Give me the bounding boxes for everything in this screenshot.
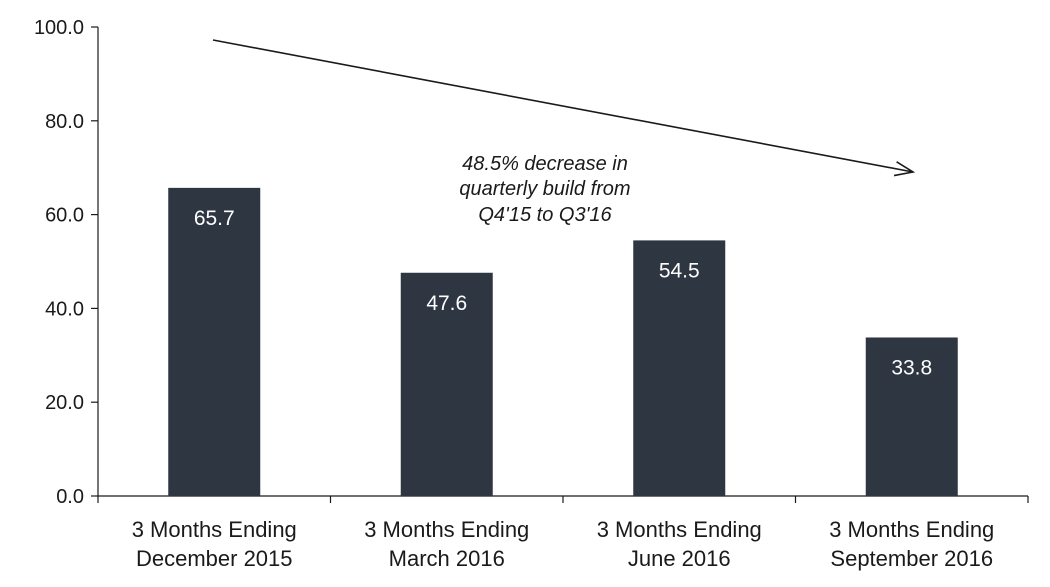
x-category-label: 3 Months Ending March 2016 xyxy=(364,517,529,571)
x-category-label: 3 Months Ending June 2016 xyxy=(597,517,762,571)
trend-annotation: 48.5% decrease in quarterly build from Q… xyxy=(212,39,913,226)
bar-value-label: 65.7 xyxy=(194,207,235,230)
y-axis: 0.0 20.0 40.0 60.0 80.0 100.0 xyxy=(34,17,99,508)
bars: 65.7 47.6 54.5 33.8 xyxy=(168,187,958,496)
y-tick-label: 0.0 xyxy=(56,486,84,508)
bar xyxy=(865,337,958,496)
y-tick-label: 60.0 xyxy=(45,205,84,227)
bar xyxy=(633,240,726,496)
y-tick-label: 80.0 xyxy=(45,111,84,133)
bar-value-label: 33.8 xyxy=(891,356,932,379)
bar xyxy=(400,272,493,496)
annotation-line-2: quarterly build from xyxy=(459,178,630,200)
x-category-label: 3 Months Ending December 2015 xyxy=(132,517,297,571)
annotation-line-3: Q4'15 to Q3'16 xyxy=(478,204,612,226)
bar-value-label: 47.6 xyxy=(426,292,467,315)
x-category-label: 3 Months Ending September 2016 xyxy=(829,517,994,571)
bar-value-label: 54.5 xyxy=(659,259,700,282)
x-axis: 3 Months Ending December 2015 3 Months End… xyxy=(97,495,1029,571)
y-tick-label: 20.0 xyxy=(45,392,84,414)
trend-arrow xyxy=(212,39,913,172)
bar xyxy=(168,187,261,496)
annotation-line-1: 48.5% decrease in xyxy=(462,153,628,175)
y-tick-label: 40.0 xyxy=(45,298,84,320)
y-tick-label: 100.0 xyxy=(34,17,84,39)
